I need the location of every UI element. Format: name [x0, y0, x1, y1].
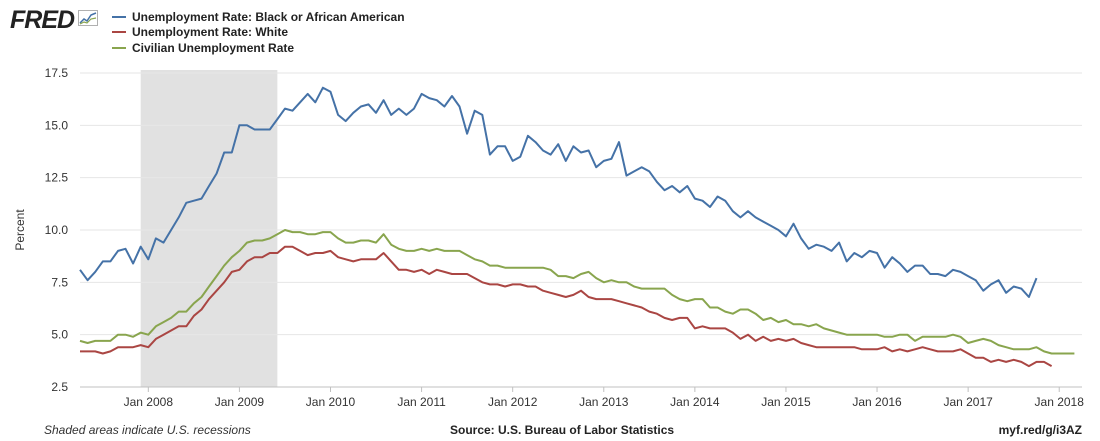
x-tick-label: Jan 2011 — [397, 395, 446, 409]
y-axis: 2.5 5.0 7.5 10.0 12.5 15.0 17.5 — [45, 66, 69, 394]
chart-footer: Shaded areas indicate U.S. recessions So… — [0, 420, 1100, 440]
y-tick-label: 5.0 — [51, 328, 68, 342]
x-tick-label: Jan 2012 — [488, 395, 538, 409]
y-tick-label: 15.0 — [45, 118, 69, 132]
legend-item-white[interactable]: Unemployment Rate: White — [112, 25, 405, 41]
chart-trend-icon — [78, 10, 99, 31]
legend-label: Unemployment Rate: Black or African Amer… — [132, 9, 405, 24]
x-tick-label: Jan 2008 — [124, 395, 174, 409]
x-tick-label: Jan 2014 — [670, 395, 720, 409]
series-line-2[interactable] — [79, 229, 1075, 355]
short-link[interactable]: myf.red/g/i3AZ — [998, 423, 1082, 437]
y-axis-label: Percent — [13, 209, 27, 251]
logo-text: FRED — [10, 6, 75, 34]
legend-item-civilian[interactable]: Civilian Unemployment Rate — [112, 40, 405, 56]
legend-swatch — [112, 46, 126, 49]
chart-legend: Unemployment Rate: Black or African Amer… — [112, 9, 405, 56]
x-tick-label: Jan 2013 — [579, 395, 629, 409]
y-tick-label: 17.5 — [45, 66, 69, 80]
series-line-1[interactable] — [80, 245, 1053, 368]
recession-band — [140, 70, 278, 387]
y-tick-label: 2.5 — [51, 380, 68, 394]
line-chart[interactable]: 2.55.07.510.012.515.017.5 Jan 2008 Jan 20… — [0, 0, 1100, 420]
legend-label: Civilian Unemployment Rate — [132, 40, 295, 55]
x-tick-label: Jan 2016 — [852, 395, 902, 409]
legend-item-black[interactable]: Unemployment Rate: Black or African Amer… — [112, 9, 405, 25]
chart-header: FRED Unemployment Rate: Black or African… — [0, 0, 1100, 62]
series-line-0[interactable] — [79, 86, 1038, 298]
legend-swatch — [112, 31, 126, 34]
source-text: Source: U.S. Bureau of Labor Statistics — [450, 423, 675, 437]
legend-label: Unemployment Rate: White — [132, 25, 289, 40]
x-axis: Jan 2008 Jan 2009 Jan 2010 Jan 2011 Jan 2012… — [80, 386, 1085, 409]
y-tick-label: 12.5 — [45, 171, 69, 185]
y-tick-label: 10.0 — [45, 223, 69, 237]
series-layer — [79, 86, 1075, 368]
recession-shading-layer — [140, 70, 278, 387]
x-tick-label: Jan 2015 — [761, 395, 811, 409]
fred-logo[interactable]: FRED — [10, 6, 99, 35]
recession-note: Shaded areas indicate U.S. recessions — [44, 423, 251, 437]
legend-swatch — [112, 15, 126, 18]
y-tick-label: 7.5 — [51, 275, 68, 289]
x-tick-label: Jan 2017 — [943, 395, 993, 409]
x-tick-label: Jan 2009 — [215, 395, 265, 409]
x-tick-label: Jan 2018 — [1035, 395, 1085, 409]
x-tick-label: Jan 2010 — [306, 395, 356, 409]
